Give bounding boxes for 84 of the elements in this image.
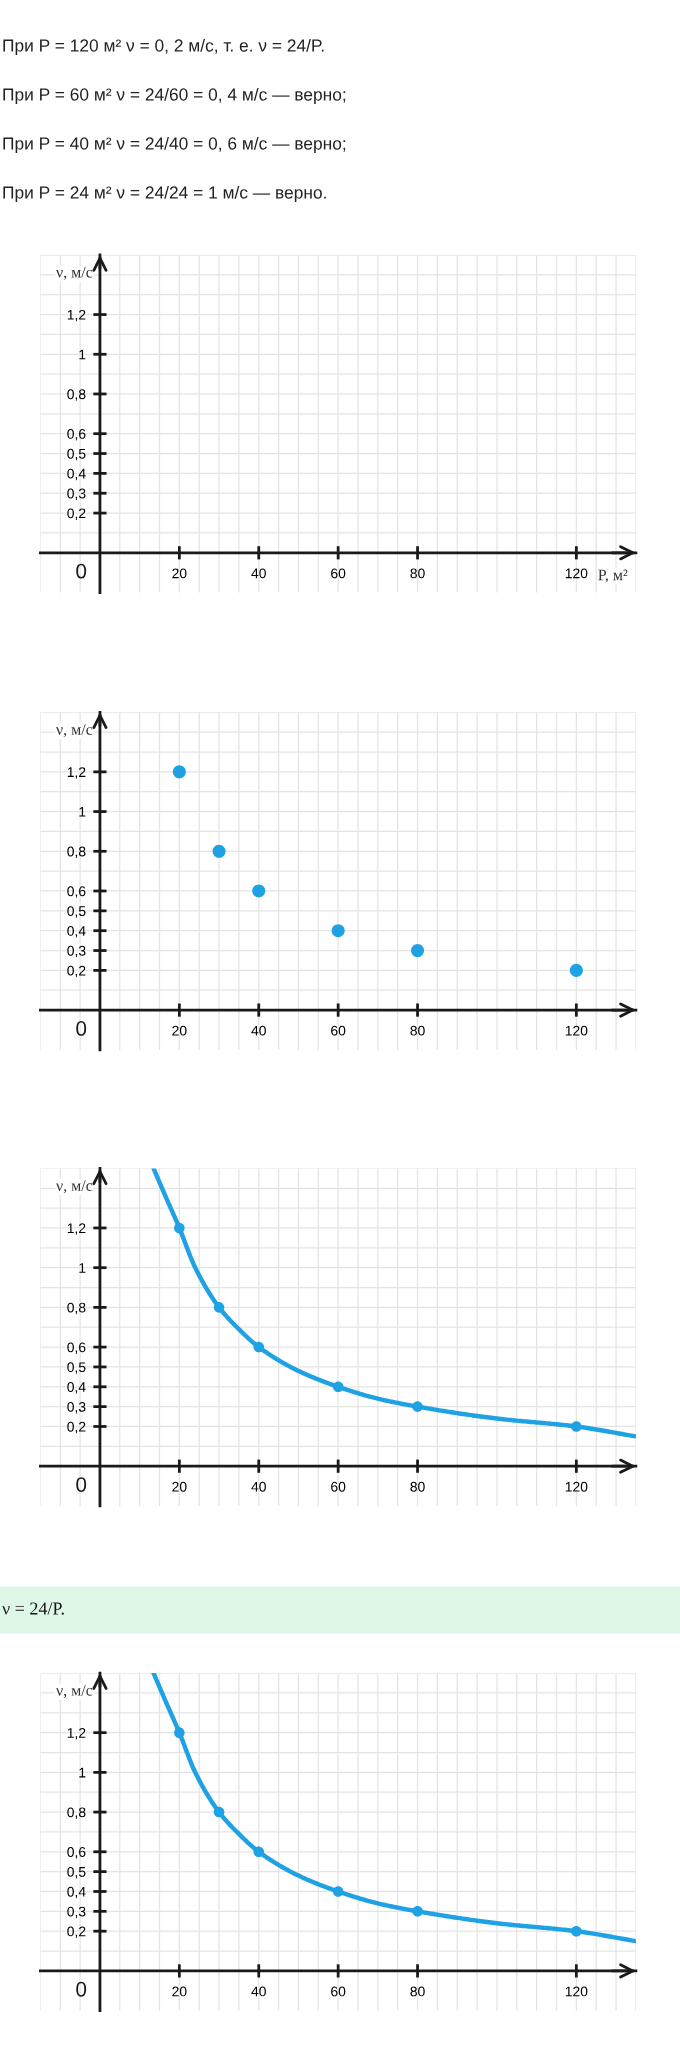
x-tick-label: 60	[331, 568, 346, 579]
y-tick-label: 1,2	[67, 309, 86, 322]
x-tick-label: 120	[565, 1025, 588, 1036]
y-tick-label: 0,4	[67, 1886, 86, 1899]
point	[253, 1846, 265, 1858]
y-axis-title: ν, м/с	[56, 724, 93, 738]
x-tick-label: 60	[331, 1481, 346, 1492]
x-tick-label: 80	[410, 1481, 425, 1492]
x-tick-label: 80	[410, 1986, 425, 1997]
y-tick-label: 0,3	[67, 1906, 86, 1919]
x-tick-label: 80	[410, 1025, 425, 1036]
x-tick-label: 40	[251, 1481, 266, 1492]
y-tick-label: 0,5	[67, 1362, 86, 1374]
y-tick-label: 0,5	[67, 448, 86, 461]
y-axis-title: ν, м/с	[56, 1684, 93, 1698]
y-tick-label: 0,5	[67, 1866, 86, 1879]
x-tick-label: 40	[251, 1025, 266, 1036]
y-tick-label: 0,2	[67, 1926, 86, 1938]
point	[213, 1806, 225, 1818]
y-tick-label: 0,8	[67, 1807, 86, 1819]
y-tick-label: 0,4	[67, 468, 86, 481]
y-tick-label: 0,6	[67, 1847, 86, 1859]
text: При P = 120 м² ν = 0, 2 м/с, т. е. ν = 24/P.	[3, 38, 324, 56]
point	[412, 1906, 423, 1917]
x-axis-title: P, м²	[598, 569, 628, 583]
y-tick-label: 1	[79, 1263, 86, 1273]
x-tick-label: 40	[251, 1986, 266, 1997]
text: При P = 40 м² ν = 24/40 = 0, 6 м/с — верно;	[3, 136, 346, 154]
text: При P = 60 м² ν = 24/60 = 0, 4 м/с — верно;	[3, 87, 346, 105]
annotation: 0	[76, 1981, 87, 1997]
y-tick-label: 1	[79, 1767, 86, 1778]
y-axis-title: ν, м/с	[56, 1180, 93, 1194]
y-tick-label: 0,3	[67, 1401, 86, 1414]
y-tick-label: 1	[79, 349, 86, 360]
y-tick-label: 1,2	[67, 767, 86, 779]
y-tick-label: 0,8	[67, 846, 86, 859]
y-tick-label: 0,3	[67, 945, 86, 958]
point	[174, 1222, 185, 1234]
y-tick-label: 1,2	[67, 1223, 86, 1235]
x-tick-label: 20	[172, 1025, 187, 1036]
text: При P = 24 м² ν = 24/24 = 1 м/с — верно.	[3, 185, 326, 203]
point	[569, 963, 583, 977]
point	[253, 1341, 265, 1353]
y-tick-label: 0,4	[67, 1382, 86, 1394]
y-tick-label: 0,2	[67, 965, 86, 978]
x-tick-label: 20	[172, 568, 187, 579]
y-tick-label: 1,2	[67, 1727, 86, 1740]
y-tick-label: 0,6	[67, 886, 86, 898]
annotation: 0	[76, 563, 87, 579]
point	[252, 884, 266, 898]
point	[331, 924, 345, 938]
x-tick-label: 120	[565, 1481, 588, 1492]
y-tick-label: 0,3	[67, 488, 86, 501]
y-tick-label: 0,2	[67, 1421, 86, 1434]
chart-title: ν = 24/P.	[2, 1602, 64, 1615]
point	[212, 844, 226, 858]
point	[571, 1925, 582, 1937]
y-tick-label: 0,5	[67, 906, 86, 918]
point	[411, 944, 425, 958]
point	[412, 1401, 423, 1412]
point	[571, 1421, 582, 1432]
x-tick-label: 40	[251, 568, 266, 579]
x-tick-label: 20	[172, 1481, 187, 1492]
x-tick-label: 60	[331, 1986, 346, 1997]
point	[332, 1886, 344, 1897]
annotation: 0	[76, 1021, 87, 1036]
point	[174, 1727, 185, 1738]
y-tick-label: 0,8	[67, 389, 86, 401]
y-tick-label: 0,2	[67, 508, 86, 520]
point	[172, 765, 186, 779]
x-tick-label: 20	[172, 1986, 187, 1997]
point	[332, 1381, 344, 1393]
y-tick-label: 1	[79, 807, 86, 817]
x-tick-label: 120	[565, 568, 588, 579]
y-tick-label: 0,6	[67, 1342, 86, 1354]
point	[213, 1302, 225, 1313]
x-tick-label: 60	[331, 1025, 346, 1036]
y-tick-label: 0,8	[67, 1302, 86, 1315]
y-tick-label: 0,6	[67, 429, 86, 441]
y-axis-title: ν, м/с	[56, 266, 93, 280]
annotation: 0	[76, 1477, 87, 1492]
x-tick-label: 80	[410, 568, 425, 579]
y-tick-label: 0,4	[67, 926, 86, 938]
x-tick-label: 120	[565, 1986, 588, 1997]
